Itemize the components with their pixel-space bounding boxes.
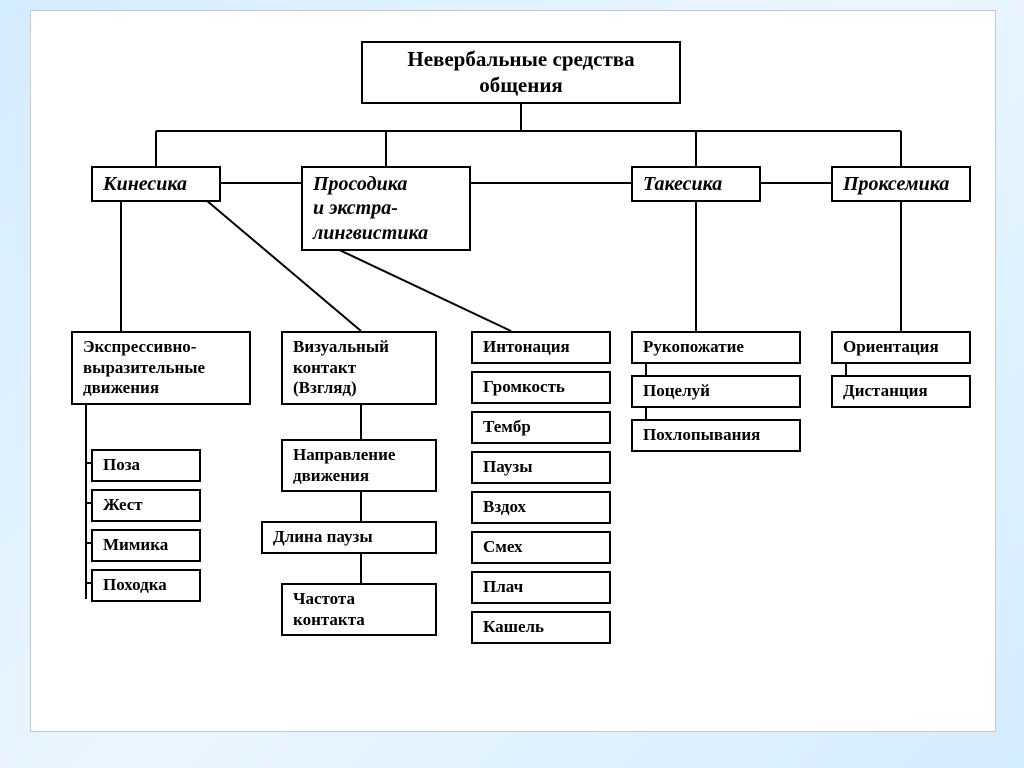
diagram-canvas: Невербальные средства общения Кинесика П… — [30, 10, 996, 732]
expressive-item: Жест — [91, 489, 201, 522]
takesika-item: Поцелуй — [631, 375, 801, 408]
prosodika-item: Плач — [471, 571, 611, 604]
proxemika-item: Дистанция — [831, 375, 971, 408]
category-takesika: Такесика — [631, 166, 761, 202]
prosodika-item: Интонация — [471, 331, 611, 364]
category-proxemika: Проксемика — [831, 166, 971, 202]
expressive-item: Поза — [91, 449, 201, 482]
kinesika-sub-visual-contact: Визуальный контакт (Взгляд) — [281, 331, 437, 405]
prosodika-item: Вздох — [471, 491, 611, 524]
diagram-title: Невербальные средства общения — [361, 41, 681, 104]
proxemika-item: Ориентация — [831, 331, 971, 364]
kinesika-sub-expressive: Экспрессивно- выразительные движения — [71, 331, 251, 405]
prosodika-item: Паузы — [471, 451, 611, 484]
prosodika-item: Громкость — [471, 371, 611, 404]
visual-contact-item: Длина паузы — [261, 521, 437, 554]
expressive-item: Походка — [91, 569, 201, 602]
visual-contact-item: Частота контакта — [281, 583, 437, 636]
expressive-item: Мимика — [91, 529, 201, 562]
visual-contact-item: Направление движения — [281, 439, 437, 492]
prosodika-item: Кашель — [471, 611, 611, 644]
prosodika-item: Тембр — [471, 411, 611, 444]
takesika-item: Похлопывания — [631, 419, 801, 452]
category-kinesika: Кинесика — [91, 166, 221, 202]
takesika-item: Рукопожатие — [631, 331, 801, 364]
category-prosodika: Просодика и экстра- лингвистика — [301, 166, 471, 251]
prosodika-item: Смех — [471, 531, 611, 564]
